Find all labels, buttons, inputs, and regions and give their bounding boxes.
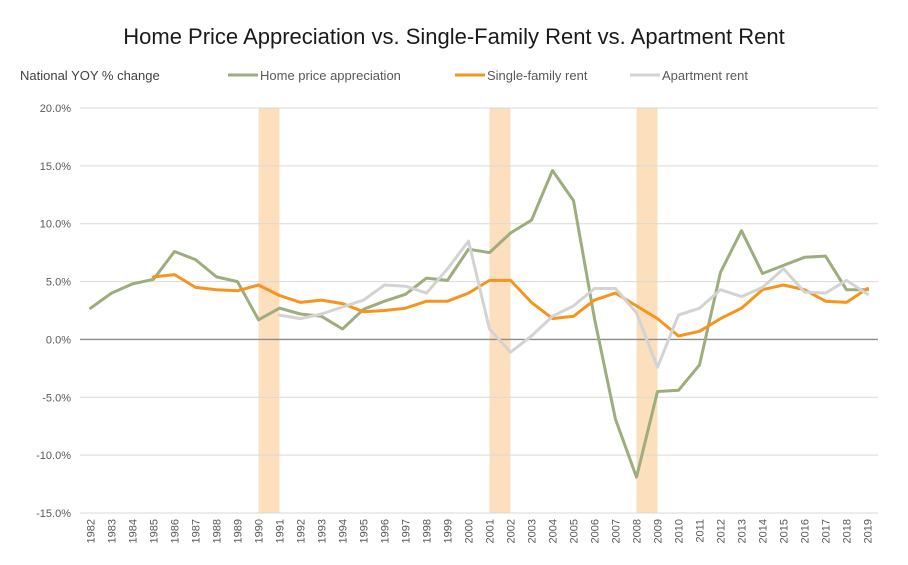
x-tick-label: 1997 (401, 519, 413, 543)
legend-label-2: Single-family rent (487, 68, 588, 83)
x-tick-label: 1991 (275, 519, 287, 543)
x-tick-label: 1996 (380, 519, 392, 543)
recession-band-2 (489, 108, 511, 513)
y-tick-label: 20.0% (40, 103, 71, 115)
x-tick-label: 1998 (422, 519, 434, 543)
x-tick-label: 1993 (317, 519, 329, 543)
y-tick-label: 15.0% (40, 161, 71, 173)
series-line-3 (278, 239, 869, 369)
x-tick-label: 2004 (548, 519, 560, 543)
legend-label-3: Apartment rent (662, 68, 748, 83)
y-tick-label: -5.0% (42, 392, 71, 404)
x-tick-label: 1994 (338, 519, 350, 543)
x-tick-label: 1995 (359, 519, 371, 543)
y-tick-label: -15.0% (36, 508, 71, 520)
x-tick-label: 1983 (107, 519, 119, 543)
y-tick-label: 5.0% (46, 277, 71, 289)
x-tick-label: 1988 (212, 519, 224, 543)
x-tick-label: 2009 (653, 519, 665, 543)
x-tick-label: 2005 (569, 519, 581, 543)
x-tick-label: 1985 (149, 519, 161, 543)
x-tick-label: 1989 (233, 519, 245, 543)
x-tick-label: 1987 (191, 519, 203, 543)
x-tick-label: 2001 (485, 519, 497, 543)
x-tick-label: 2006 (590, 519, 602, 543)
recession-band-1 (258, 108, 280, 513)
y-tick-label: -10.0% (36, 450, 71, 462)
x-tick-label: 2018 (842, 519, 854, 543)
x-tick-label: 2000 (464, 519, 476, 543)
x-tick-label: 2015 (779, 519, 791, 543)
y-axis-label: National YOY % change (20, 68, 160, 83)
series-line-1 (89, 169, 869, 479)
x-tick-label: 2007 (611, 519, 623, 543)
x-tick-label: 2003 (527, 519, 539, 543)
x-tick-label: 2008 (632, 519, 644, 543)
x-tick-label: 1984 (128, 519, 140, 543)
x-tick-label: 2016 (800, 519, 812, 543)
y-tick-label: 10.0% (40, 219, 71, 231)
x-tick-label: 2002 (506, 519, 518, 543)
x-tick-label: 1986 (170, 519, 182, 543)
x-tick-label: 1990 (254, 519, 266, 543)
x-tick-label: 1999 (443, 519, 455, 543)
chart-title: Home Price Appreciation vs. Single-Famil… (123, 24, 785, 49)
x-tick-label: 2012 (716, 519, 728, 543)
series-line-2 (152, 273, 869, 338)
y-tick-label: 0.0% (46, 334, 71, 346)
x-tick-label: 2010 (674, 519, 686, 543)
x-tick-label: 1992 (296, 519, 308, 543)
x-tick-label: 2013 (737, 519, 749, 543)
x-tick-label: 2019 (863, 519, 875, 543)
x-tick-label: 2011 (695, 519, 707, 543)
x-tick-label: 1982 (86, 519, 98, 543)
x-tick-label: 2017 (821, 519, 833, 543)
x-tick-label: 2014 (758, 519, 770, 543)
legend-label-1: Home price appreciation (260, 68, 401, 83)
